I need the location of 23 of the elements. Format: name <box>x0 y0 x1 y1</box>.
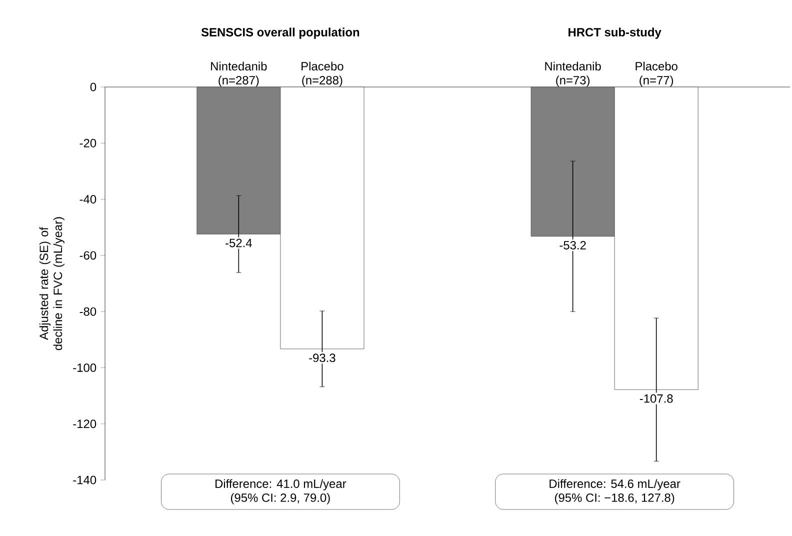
y-tick-label: -60 <box>80 251 96 260</box>
data-label: -53.2 <box>560 241 586 250</box>
annotation: Difference: 54.6 mL/year <box>550 479 680 490</box>
x-tick-label: Placebo (n=288) <box>302 62 344 87</box>
text: SENSCIS overall population <box>201 28 360 39</box>
y-tick-label: -120 <box>73 420 96 428</box>
x-tick-label: Placebo (n=77) <box>636 62 678 87</box>
y-tick-label: -140 <box>73 476 96 484</box>
text: (95% CI: −18.6, 127.8) <box>554 493 674 504</box>
y-tick-label: -80 <box>80 307 96 316</box>
y-tick-label: -40 <box>80 195 96 204</box>
text: (95% CI: 2.9, 79.0) <box>230 493 330 504</box>
text: HRCT sub-study <box>568 28 662 39</box>
y-tick-label: -20 <box>80 138 96 148</box>
x-tick-label: Nintedanib (n=73) <box>545 62 601 87</box>
data-label: -52.4 <box>226 238 252 248</box>
y-tick-label: 0 <box>90 82 96 92</box>
annotation: Difference: 41.0 mL/year <box>216 479 346 490</box>
x-tick-label: Nintedanib (n=287) <box>211 62 267 87</box>
data-label: -93.3 <box>309 354 336 362</box>
data-label: -107.8 <box>640 394 673 403</box>
y-tick-label: -100 <box>73 363 96 372</box>
y-axis-title: Adjusted rate (SE) of decline in FVC (mL/year) <box>39 217 64 350</box>
